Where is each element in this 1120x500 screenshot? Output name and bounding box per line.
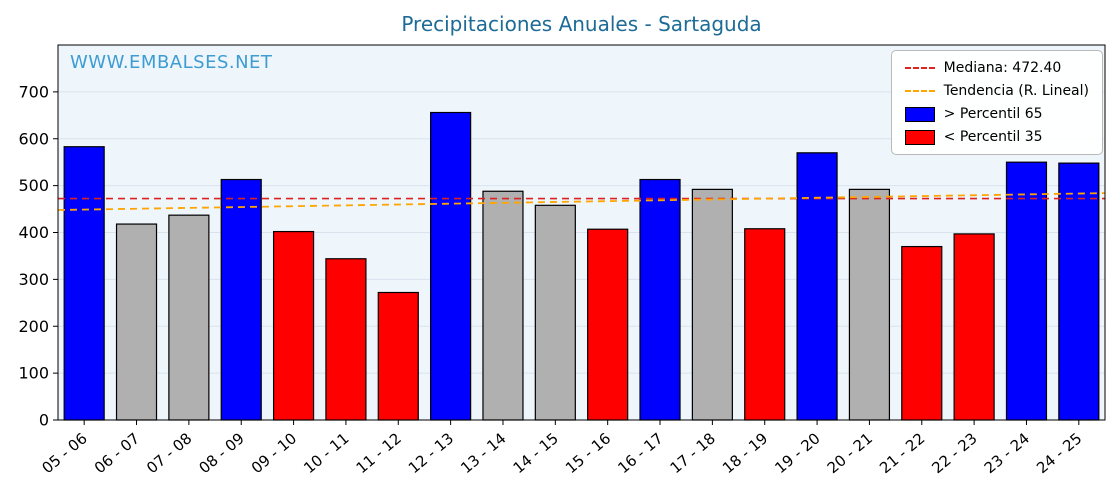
y-tick-label: 600 <box>18 129 49 148</box>
x-tick-label: 24 - 25 <box>1033 429 1085 477</box>
y-tick-label: 0 <box>39 411 49 430</box>
legend-label: Tendencia (R. Lineal) <box>943 83 1089 99</box>
legend-item: < Percentil 35 <box>904 129 1089 145</box>
bar <box>534 204 576 421</box>
x-tick-label: 09 - 10 <box>248 429 300 477</box>
watermark: WWW.EMBALSES.NET <box>70 52 273 73</box>
x-tick-label: 21 - 22 <box>876 429 928 477</box>
plot-border <box>57 44 1106 421</box>
x-tick-label: 22 - 23 <box>928 429 980 477</box>
x-tick-label: 18 - 19 <box>719 429 771 477</box>
bar <box>744 228 786 421</box>
trend-line <box>57 192 1106 211</box>
legend-label: > Percentil 65 <box>943 106 1043 122</box>
legend-dashed-line-swatch <box>904 90 935 92</box>
legend-color-patch <box>904 129 935 145</box>
y-tick-label: 200 <box>18 317 49 336</box>
bar <box>115 223 158 421</box>
x-tick-label: 13 - 14 <box>457 429 509 477</box>
x-tick-label: 07 - 08 <box>143 429 195 477</box>
bar <box>168 214 210 421</box>
legend-item: Mediana: 472.40 <box>904 60 1089 76</box>
legend-item: > Percentil 65 <box>904 106 1089 122</box>
x-tick-label: 20 - 21 <box>824 429 876 477</box>
bar <box>639 178 681 421</box>
bar <box>796 152 838 421</box>
y-tick-label: 100 <box>18 364 49 383</box>
x-tick-label: 12 - 13 <box>405 429 457 477</box>
legend-dashed-line-swatch <box>904 67 935 69</box>
legend-label: < Percentil 35 <box>943 129 1043 145</box>
bar <box>848 188 891 421</box>
bar <box>1058 162 1100 421</box>
bar <box>325 258 367 421</box>
legend-color-patch <box>904 106 935 122</box>
y-tick-label: 700 <box>18 82 49 101</box>
bar <box>377 291 419 421</box>
y-tick-label: 300 <box>18 270 49 289</box>
bar <box>430 111 472 421</box>
bar <box>482 190 524 421</box>
x-tick-label: 16 - 17 <box>614 429 666 477</box>
y-tick-label: 400 <box>18 223 49 242</box>
chart-title: Precipitaciones Anuales - Sartaguda <box>401 12 762 36</box>
x-tick-label: 15 - 16 <box>562 429 614 477</box>
legend-item: Tendencia (R. Lineal) <box>904 83 1089 99</box>
x-tick-label: 19 - 20 <box>771 429 823 477</box>
x-tick-label: 05 - 06 <box>38 429 90 477</box>
bar <box>953 233 995 421</box>
bar <box>63 146 105 421</box>
bar <box>691 188 733 421</box>
bar <box>587 228 629 421</box>
x-tick-label: 11 - 12 <box>353 429 405 477</box>
bar <box>220 178 262 421</box>
x-tick-label: 17 - 18 <box>667 429 719 477</box>
x-tick-label: 10 - 11 <box>300 429 352 477</box>
legend: Mediana: 472.40 Tendencia (R. Lineal) > Pe… <box>890 50 1103 155</box>
legend-label: Mediana: 472.40 <box>943 60 1062 76</box>
bar <box>272 230 315 421</box>
x-tick-label: 23 - 24 <box>981 429 1033 477</box>
x-tick-label: 06 - 07 <box>91 429 143 477</box>
x-tick-label: 08 - 09 <box>196 429 248 477</box>
bar <box>901 245 943 421</box>
y-tick-label: 500 <box>18 176 49 195</box>
bar <box>1005 161 1048 421</box>
x-tick-label: 14 - 15 <box>510 429 562 477</box>
